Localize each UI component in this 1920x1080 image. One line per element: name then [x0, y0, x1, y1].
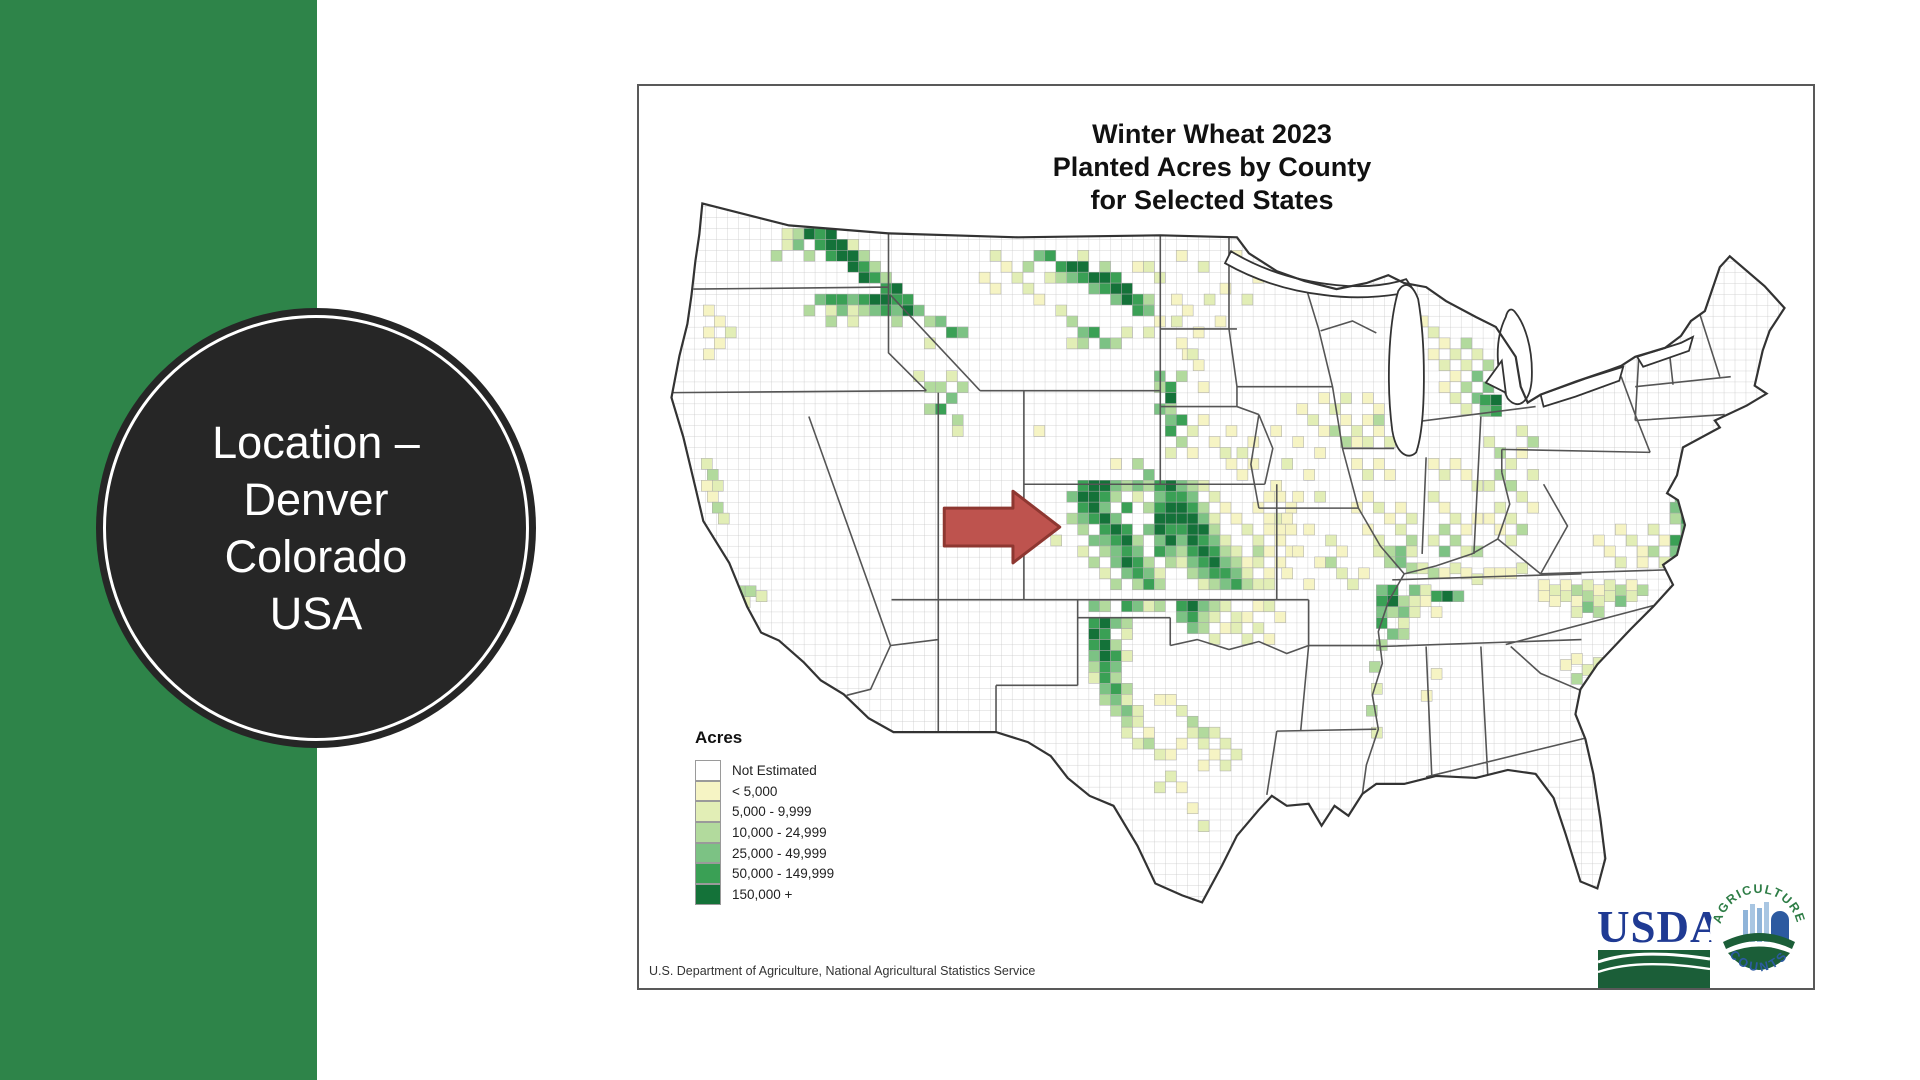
usda-logo: USDA: [1597, 902, 1723, 992]
state-boundaries: [673, 233, 1731, 795]
legend-swatch: [695, 780, 721, 802]
agriculture-counts-graphic: AGRICULTURE COUNTS: [1710, 881, 1808, 979]
map-title-line-2: Planted Acres by County: [1052, 151, 1372, 182]
legend-swatch: [695, 884, 721, 905]
usda-furrow-line-2: [1597, 962, 1711, 974]
map-title: Winter Wheat 2023 Planted Acres by Count…: [625, 118, 1799, 217]
location-badge-text: Location – Denver Colorado USA: [212, 414, 420, 643]
legend-label: 50,000 - 149,999: [732, 866, 835, 882]
legend-row: 5,000 - 9,999: [695, 801, 834, 823]
usda-logo-graphic: USDA: [1597, 902, 1723, 988]
legend-swatch: [695, 822, 721, 843]
us-county-choropleth-map: [670, 202, 1786, 904]
legend-swatch: [695, 842, 721, 864]
legend-swatch: [695, 801, 721, 823]
legend-label: < 5,000: [732, 783, 778, 799]
county-choropleth-cells: [701, 228, 1693, 832]
usda-wordmark: USDA: [1597, 904, 1712, 952]
legend-label: 5,000 - 9,999: [732, 804, 812, 820]
legend-label: 25,000 - 49,999: [732, 845, 827, 861]
legend-row: Not Estimated: [695, 760, 834, 781]
legend-swatch: [695, 760, 721, 781]
source-attribution: U.S. Department of Agriculture, National…: [649, 964, 1036, 978]
legend-title: Acres: [695, 728, 743, 747]
location-line-3: Colorado: [224, 531, 408, 582]
lake-ontario: [1635, 335, 1695, 368]
usda-furrow-line-1: [1597, 952, 1711, 964]
location-line-1: Location –: [212, 416, 420, 468]
legend-row: 50,000 - 149,999: [695, 863, 835, 885]
legend-row: 25,000 - 49,999: [695, 842, 834, 864]
saginaw-bay: [1484, 358, 1507, 395]
legend-row: 10,000 - 24,999: [695, 822, 834, 843]
agcounts-swoosh-upper: [1723, 933, 1795, 949]
agcounts-skyline: [1743, 902, 1789, 942]
map-legend: Acres Not Estimated < 5,000 5,000 - 9,999 1…: [695, 728, 834, 905]
legend-rows: Not Estimated < 5,000 5,000 - 9,999 10,000 …: [695, 760, 834, 905]
legend-swatch: [695, 863, 721, 885]
legend-row: < 5,000: [695, 780, 834, 802]
agcounts-swoosh-lower: [1728, 946, 1790, 970]
map-title-line-1: Winter Wheat 2023: [1092, 119, 1332, 149]
legend-row: 150,000 +: [695, 884, 834, 905]
location-line-2: Denver: [243, 473, 389, 525]
agriculture-counts-logo: AGRICULTURE COUNTS: [1709, 880, 1809, 980]
location-line-4: USA: [269, 588, 363, 640]
legend-label: 10,000 - 24,999: [732, 824, 827, 840]
location-badge: Location – Denver Colorado USA: [96, 308, 536, 748]
denver-pointer-arrow: [942, 489, 1062, 565]
legend-label: Not Estimated: [732, 762, 817, 778]
us-outline: [670, 202, 1786, 904]
lake-michigan: [1388, 284, 1425, 457]
legend-label: 150,000 +: [732, 886, 793, 902]
map-figure: Winter Wheat 2023 Planted Acres by Count…: [637, 84, 1815, 990]
map-title-line-3: for Selected States: [1090, 184, 1334, 215]
